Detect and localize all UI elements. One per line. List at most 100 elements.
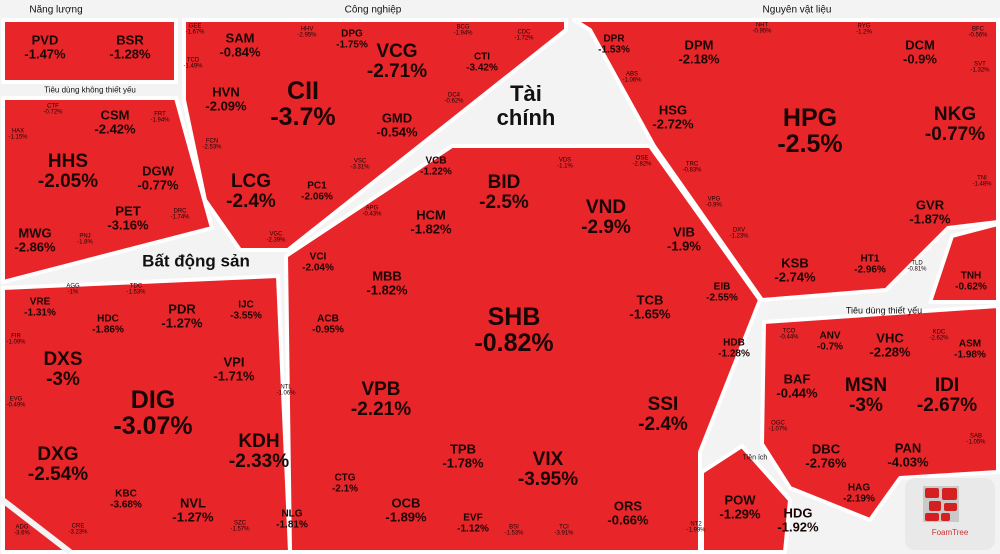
stock-cell-vpi[interactable]: VPI -1.71% bbox=[213, 355, 254, 382]
stock-cell-tci[interactable]: TCI -3.91% bbox=[554, 525, 573, 538]
stock-cell-dxg[interactable]: DXG -2.54% bbox=[28, 445, 88, 485]
stock-cell-hvn[interactable]: HVN -2.09% bbox=[205, 85, 246, 112]
stock-cell-vnd[interactable]: VND -2.9% bbox=[581, 198, 631, 238]
stock-cell-szc[interactable]: SZC -1.57% bbox=[230, 521, 249, 534]
stock-cell-mwg[interactable]: MWG -2.86% bbox=[14, 226, 55, 253]
stock-cell-hag[interactable]: HAG -2.19% bbox=[843, 483, 875, 505]
stock-cell-nkg[interactable]: NKG -0.77% bbox=[925, 105, 985, 145]
stock-cell-dpg[interactable]: DPG -1.75% bbox=[336, 29, 368, 51]
stock-cell-gee[interactable]: GEE -1.67% bbox=[185, 24, 204, 37]
stock-cell-ntl[interactable]: NTL -1.06% bbox=[276, 385, 295, 398]
stock-cell-hax[interactable]: HAX -1.15% bbox=[8, 129, 27, 142]
stock-cell-vci[interactable]: VCI -2.04% bbox=[302, 252, 334, 274]
stock-cell-ht1[interactable]: HT1 -2.96% bbox=[854, 254, 886, 276]
stock-cell-bcg[interactable]: BCG -1.94% bbox=[453, 25, 472, 38]
stock-cell-svt[interactable]: SVT -1.32% bbox=[970, 62, 989, 75]
stock-cell-vhc[interactable]: VHC -2.28% bbox=[869, 331, 910, 358]
stock-cell-vpb[interactable]: VPB -2.21% bbox=[351, 380, 411, 420]
stock-cell-kdc[interactable]: KDC -2.62% bbox=[929, 330, 948, 343]
stock-cell-nlg[interactable]: NLG -1.81% bbox=[276, 509, 308, 531]
stock-cell-tdc[interactable]: TDC -1.53% bbox=[126, 284, 145, 297]
stock-cell-tcb[interactable]: TCB -1.65% bbox=[629, 293, 670, 320]
stock-cell-mbb[interactable]: MBB -1.82% bbox=[366, 269, 407, 296]
stock-cell-dgw[interactable]: DGW -0.77% bbox=[137, 164, 178, 191]
stock-cell-pow[interactable]: POW -1.29% bbox=[719, 493, 760, 520]
stock-cell-vpg[interactable]: VPG -0.9% bbox=[706, 197, 722, 210]
stock-cell-bsr[interactable]: BSR -1.28% bbox=[109, 33, 150, 60]
stock-cell-cti[interactable]: CTI -3.42% bbox=[466, 52, 498, 74]
stock-cell-idi[interactable]: IDI -2.67% bbox=[917, 376, 977, 416]
stock-cell-cii[interactable]: CII -3.7% bbox=[270, 77, 335, 130]
stock-cell-evg[interactable]: EVG -0.49% bbox=[6, 397, 25, 410]
stock-cell-hcm[interactable]: HCM -1.82% bbox=[410, 208, 451, 235]
stock-cell-bsi[interactable]: BSI -1.53% bbox=[504, 525, 523, 538]
stock-cell-bfc[interactable]: BFC -0.56% bbox=[968, 27, 987, 40]
stock-cell-vcg[interactable]: VCG -2.71% bbox=[367, 42, 427, 82]
stock-cell-dig[interactable]: DIG -3.07% bbox=[113, 386, 192, 439]
stock-cell-tco[interactable]: TCO -0.44% bbox=[779, 329, 798, 342]
stock-cell-baf[interactable]: BAF -0.44% bbox=[776, 372, 817, 399]
stock-cell-ors[interactable]: ORS -0.66% bbox=[607, 499, 648, 526]
stock-cell-agg[interactable]: AGG -1% bbox=[66, 284, 79, 297]
stock-cell-gmd[interactable]: GMD -0.54% bbox=[376, 111, 417, 138]
stock-cell-hdb[interactable]: HDB -1.28% bbox=[718, 338, 750, 360]
stock-cell-ksb[interactable]: KSB -2.74% bbox=[774, 256, 815, 283]
stock-cell-vre[interactable]: VRE -1.31% bbox=[24, 297, 56, 319]
stock-cell-nt2[interactable]: NT2 -1.99% bbox=[686, 522, 705, 535]
stock-cell-hhv[interactable]: HHV -2.95% bbox=[297, 27, 316, 40]
stock-cell-sab[interactable]: SAB -1.05% bbox=[966, 434, 985, 447]
stock-cell-dxs[interactable]: DXS -3% bbox=[43, 350, 82, 390]
stock-cell-sam[interactable]: SAM -0.84% bbox=[219, 31, 260, 58]
stock-cell-fir[interactable]: FIR -1.09% bbox=[6, 334, 25, 347]
stock-cell-vib[interactable]: VIB -1.9% bbox=[667, 225, 701, 252]
stock-cell-anv[interactable]: ANV -0.7% bbox=[817, 331, 843, 353]
stock-cell-shb[interactable]: SHB -0.82% bbox=[474, 303, 553, 356]
stock-cell-ctf[interactable]: CTF -0.72% bbox=[43, 104, 62, 117]
stock-cell-ssi[interactable]: SSI -2.4% bbox=[638, 395, 688, 435]
stock-cell-hdc[interactable]: HDC -1.86% bbox=[92, 314, 124, 336]
stock-cell-vix[interactable]: VIX -3.95% bbox=[518, 450, 578, 490]
stock-cell-msn[interactable]: MSN -3% bbox=[845, 376, 887, 416]
stock-cell-tcd[interactable]: TCD -1.49% bbox=[183, 58, 202, 71]
stock-cell-dcm[interactable]: DCM -0.9% bbox=[903, 38, 937, 65]
stock-cell-ryg[interactable]: RYG -1.2% bbox=[856, 24, 872, 37]
stock-cell-ogc[interactable]: OGC -1.07% bbox=[768, 421, 787, 434]
stock-cell-asm[interactable]: ASM -1.98% bbox=[954, 339, 986, 361]
stock-cell-ctg[interactable]: CTG -2.1% bbox=[332, 473, 358, 495]
stock-cell-pc1[interactable]: PC1 -2.06% bbox=[301, 181, 333, 203]
stock-cell-drc[interactable]: DRC -1.74% bbox=[170, 209, 189, 222]
stock-cell-hsg[interactable]: HSG -2.72% bbox=[652, 103, 693, 130]
stock-cell-tnh[interactable]: TNH -0.62% bbox=[955, 271, 987, 293]
stock-cell-vcb[interactable]: VCB -1.22% bbox=[420, 156, 452, 178]
stock-cell-dpr[interactable]: DPR -1.53% bbox=[598, 34, 630, 56]
stock-cell-dxv[interactable]: DXV -1.23% bbox=[729, 228, 748, 241]
stock-cell-nht[interactable]: NHT -0.95% bbox=[752, 23, 771, 36]
stock-cell-ijc[interactable]: IJC -3.55% bbox=[230, 300, 262, 322]
stock-cell-dbc[interactable]: DBC -2.76% bbox=[805, 442, 846, 469]
stock-cell-abs[interactable]: ABS -1.06% bbox=[622, 72, 641, 85]
stock-cell-gvr[interactable]: GVR -1.87% bbox=[909, 198, 950, 225]
stock-cell-pdr[interactable]: PDR -1.27% bbox=[161, 302, 202, 329]
stock-cell-bid[interactable]: BID -2.5% bbox=[479, 173, 529, 213]
stock-cell-apg[interactable]: APG -0.43% bbox=[362, 206, 381, 219]
stock-cell-adg[interactable]: ADG -3.6% bbox=[14, 525, 30, 538]
stock-cell-trc[interactable]: TRC -0.83% bbox=[682, 162, 701, 175]
stock-cell-ose[interactable]: OSE -2.82% bbox=[632, 156, 651, 169]
stock-cell-tld[interactable]: TLD -0.81% bbox=[907, 261, 926, 274]
stock-cell-csm[interactable]: CSM -2.42% bbox=[94, 108, 135, 135]
stock-cell-frt[interactable]: FRT -1.94% bbox=[150, 112, 169, 125]
stock-cell-hdg[interactable]: HDG -1.92% bbox=[777, 506, 818, 533]
stock-cell-cre[interactable]: CRE -3.23% bbox=[68, 524, 87, 537]
stock-cell-fcn[interactable]: FCN -2.53% bbox=[202, 139, 221, 152]
stock-cell-dc4[interactable]: DC4 -0.62% bbox=[444, 93, 463, 106]
stock-cell-hhs[interactable]: HHS -2.05% bbox=[38, 152, 98, 192]
stock-cell-acb[interactable]: ACB -0.95% bbox=[312, 314, 344, 336]
stock-cell-vds[interactable]: VDS -1.1% bbox=[557, 158, 573, 171]
stock-cell-evf[interactable]: EVF -1.12% bbox=[457, 513, 489, 535]
stock-cell-eib[interactable]: EIB -2.55% bbox=[706, 282, 738, 304]
stock-cell-nvl[interactable]: NVL -1.27% bbox=[172, 496, 213, 523]
stock-cell-pnj[interactable]: PNJ -1.8% bbox=[77, 234, 93, 247]
stock-cell-hpg[interactable]: HPG -2.5% bbox=[777, 104, 842, 157]
stock-cell-cdc[interactable]: CDC -1.72% bbox=[514, 30, 533, 43]
stock-cell-kbc[interactable]: KBC -3.68% bbox=[110, 489, 142, 511]
